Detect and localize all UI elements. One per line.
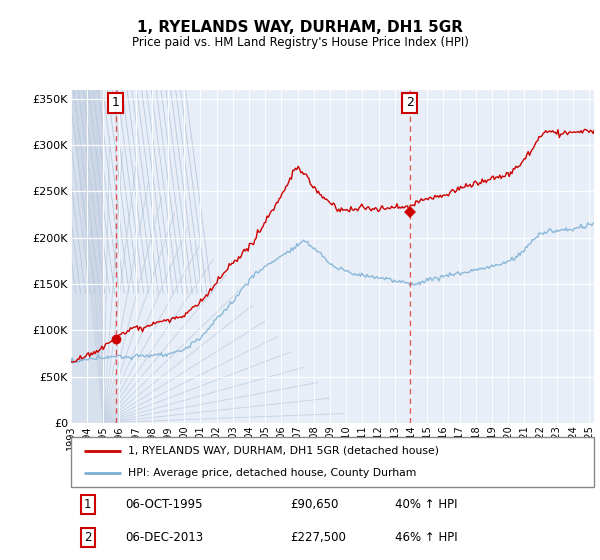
FancyBboxPatch shape [71,437,594,487]
Text: 2: 2 [406,96,413,109]
Text: 1: 1 [84,498,91,511]
Text: £227,500: £227,500 [290,531,346,544]
Text: 46% ↑ HPI: 46% ↑ HPI [395,531,458,544]
Text: 06-DEC-2013: 06-DEC-2013 [126,531,204,544]
Text: 1: 1 [112,96,119,109]
Text: 2: 2 [84,531,91,544]
Text: 1, RYELANDS WAY, DURHAM, DH1 5GR: 1, RYELANDS WAY, DURHAM, DH1 5GR [137,20,463,35]
Text: HPI: Average price, detached house, County Durham: HPI: Average price, detached house, Coun… [128,468,417,478]
Text: 40% ↑ HPI: 40% ↑ HPI [395,498,458,511]
Text: Price paid vs. HM Land Registry's House Price Index (HPI): Price paid vs. HM Land Registry's House … [131,36,469,49]
Text: 1, RYELANDS WAY, DURHAM, DH1 5GR (detached house): 1, RYELANDS WAY, DURHAM, DH1 5GR (detach… [128,446,439,456]
Text: £90,650: £90,650 [290,498,339,511]
Text: 06-OCT-1995: 06-OCT-1995 [126,498,203,511]
